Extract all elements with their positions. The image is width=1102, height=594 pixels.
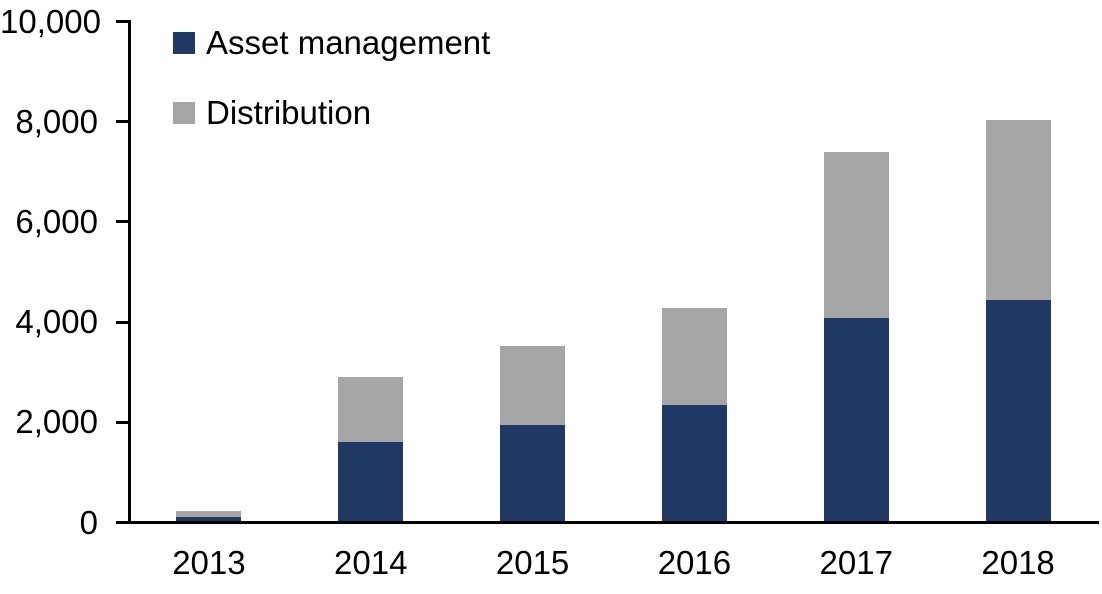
bar-segment-asset-management-2017 xyxy=(823,318,889,521)
y-axis-tick-label: 6,000 xyxy=(15,202,98,240)
bar-segment-asset-management-2018 xyxy=(985,300,1051,521)
y-axis-tick xyxy=(116,20,128,23)
legend-swatch-asset-management xyxy=(173,32,195,54)
bar-segment-distribution-2015 xyxy=(500,345,566,425)
x-axis-label-2013: 2013 xyxy=(172,544,246,581)
y-axis-tick xyxy=(116,420,128,424)
y-axis-tick xyxy=(116,120,128,124)
x-axis-label-2018: 2018 xyxy=(981,544,1055,581)
x-axis-label-2017: 2017 xyxy=(819,544,893,581)
bar-segment-distribution-2014 xyxy=(338,376,404,442)
bar-segment-distribution-2016 xyxy=(661,308,727,405)
x-axis-label-2014: 2014 xyxy=(334,544,408,581)
y-axis-tick-label: 10,000 xyxy=(0,2,101,40)
bar-segment-asset-management-2016 xyxy=(661,404,727,521)
legend-item-asset-management: Asset management xyxy=(173,24,491,61)
y-axis-tick xyxy=(116,220,128,224)
y-axis-tick xyxy=(116,521,128,524)
bar-segment-asset-management-2013 xyxy=(176,516,242,521)
bar-segment-distribution-2013 xyxy=(176,511,242,517)
y-axis-line xyxy=(128,20,131,524)
legend: Asset management Distribution xyxy=(173,24,491,171)
bar-segment-asset-management-2014 xyxy=(338,441,404,521)
x-axis-label-2016: 2016 xyxy=(657,544,732,581)
y-axis-tick-label: 0 xyxy=(79,503,98,541)
bar-segment-distribution-2018 xyxy=(985,120,1051,301)
y-axis-tick-label: 2,000 xyxy=(15,403,98,441)
x-axis-label-2015: 2015 xyxy=(495,544,570,581)
legend-label-asset-management: Asset management xyxy=(206,24,491,61)
legend-item-distribution: Distribution xyxy=(173,94,490,131)
legend-label-distribution: Distribution xyxy=(206,94,372,131)
bar-segment-distribution-2017 xyxy=(823,152,889,319)
y-axis-tick-label: 4,000 xyxy=(15,303,98,341)
bar-segment-asset-management-2015 xyxy=(500,424,566,521)
y-axis-tick xyxy=(116,320,128,324)
y-axis-tick-label: 8,000 xyxy=(15,102,98,140)
x-axis-line xyxy=(128,521,1099,524)
legend-swatch-distribution xyxy=(173,102,195,124)
